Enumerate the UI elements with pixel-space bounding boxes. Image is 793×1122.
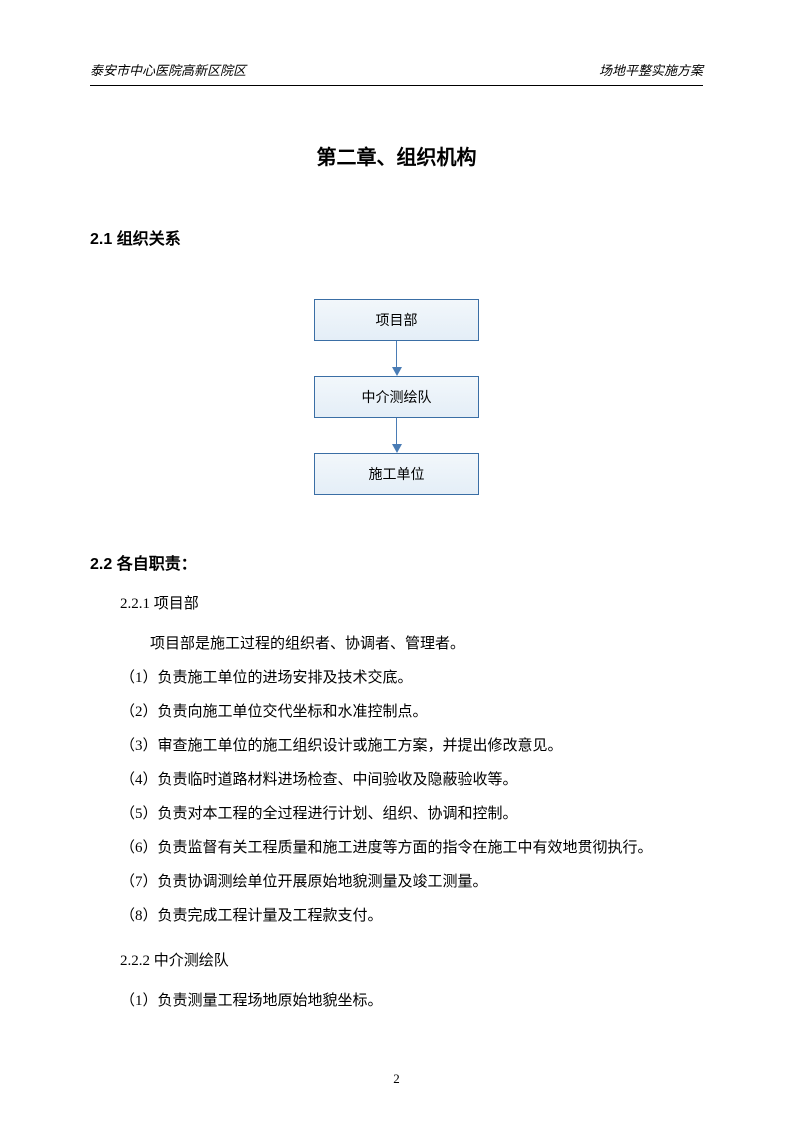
subsection-2-2-1-heading: 2.2.1 项目部 (120, 592, 703, 613)
flow-arrow-1 (396, 341, 398, 376)
header-left: 泰安市中心医院高新区院区 (90, 60, 246, 79)
list-item: （1）负责测量工程场地原始地貌坐标。 (120, 986, 703, 1016)
page-header: 泰安市中心医院高新区院区 场地平整实施方案 (90, 60, 703, 86)
header-right: 场地平整实施方案 (599, 60, 703, 79)
flow-node-survey-team: 中介测绘队 (314, 376, 479, 418)
sub-2-2-1-intro: 项目部是施工过程的组织者、协调者、管理者。 (120, 629, 703, 659)
list-item: （1）负责施工单位的进场安排及技术交底。 (120, 663, 703, 693)
chapter-title: 第二章、组织机构 (90, 141, 703, 170)
flow-node-construction-unit: 施工单位 (314, 453, 479, 495)
section-2-2-heading: 2.2 各自职责： (90, 550, 703, 574)
list-item: （2）负责向施工单位交代坐标和水准控制点。 (120, 697, 703, 727)
org-flowchart: 项目部 中介测绘队 施工单位 (90, 299, 703, 495)
list-item: （6）负责监督有关工程质量和施工进度等方面的指令在施工中有效地贯彻执行。 (120, 833, 703, 863)
list-item: （5）负责对本工程的全过程进行计划、组织、协调和控制。 (120, 799, 703, 829)
subsection-2-2-2-heading: 2.2.2 中介测绘队 (120, 949, 703, 970)
flow-node-project-dept: 项目部 (314, 299, 479, 341)
section-2-1-heading: 2.1 组织关系 (90, 225, 703, 249)
list-item: （4）负责临时道路材料进场检查、中间验收及隐蔽验收等。 (120, 765, 703, 795)
list-item: （8）负责完成工程计量及工程款支付。 (120, 901, 703, 931)
list-item: （3）审查施工单位的施工组织设计或施工方案，并提出修改意见。 (120, 731, 703, 761)
page-number: 2 (0, 1071, 793, 1087)
list-item: （7）负责协调测绘单位开展原始地貌测量及竣工测量。 (120, 867, 703, 897)
flow-arrow-2 (396, 418, 398, 453)
